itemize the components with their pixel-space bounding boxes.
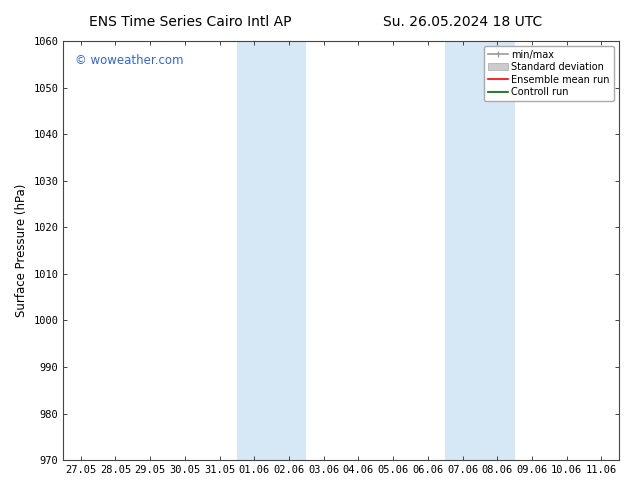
Legend: min/max, Standard deviation, Ensemble mean run, Controll run: min/max, Standard deviation, Ensemble me…: [484, 46, 614, 101]
Y-axis label: Surface Pressure (hPa): Surface Pressure (hPa): [15, 184, 28, 318]
Bar: [237, 41, 306, 460]
Bar: [445, 41, 515, 460]
Text: ENS Time Series Cairo Intl AP: ENS Time Series Cairo Intl AP: [89, 15, 292, 29]
Text: © woweather.com: © woweather.com: [75, 53, 183, 67]
Text: Su. 26.05.2024 18 UTC: Su. 26.05.2024 18 UTC: [383, 15, 543, 29]
